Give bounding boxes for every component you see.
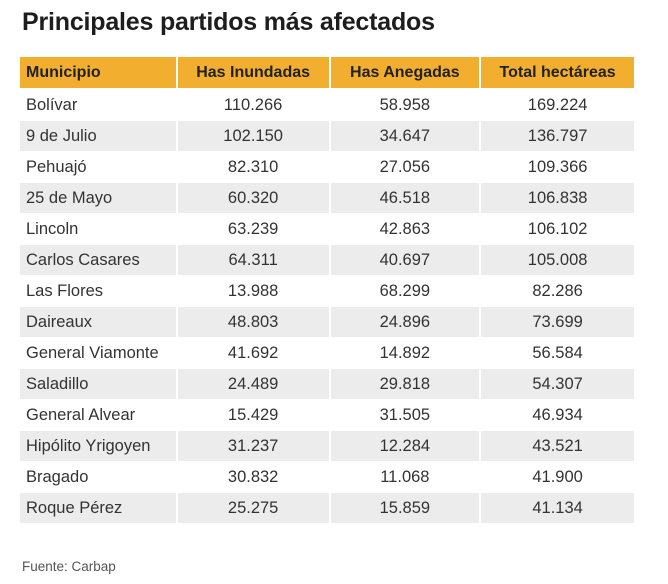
cell-total-hectareas: 106.102 xyxy=(481,214,634,245)
cell-has-anegadas: 46.518 xyxy=(330,183,480,214)
cell-has-inundadas: 15.429 xyxy=(177,400,329,431)
cell-has-inundadas: 60.320 xyxy=(177,183,329,214)
cell-municipio: Hipólito Yrigoyen xyxy=(20,431,176,462)
cell-has-inundadas: 13.988 xyxy=(177,276,329,307)
cell-has-inundadas: 41.692 xyxy=(177,338,329,369)
cell-municipio: Pehuajó xyxy=(20,152,176,183)
column-header-total-hectareas[interactable]: Total hectáreas xyxy=(481,57,634,90)
cell-has-anegadas: 31.505 xyxy=(330,400,480,431)
cell-total-hectareas: 105.008 xyxy=(481,245,634,276)
cell-municipio: 9 de Julio xyxy=(20,121,176,152)
header-row: Municipio Has Inundadas Has Anegadas Tot… xyxy=(20,57,634,90)
table-row: Carlos Casares 64.311 40.697 105.008 xyxy=(20,245,634,276)
cell-municipio: Roque Pérez xyxy=(20,493,176,524)
cell-has-anegadas: 40.697 xyxy=(330,245,480,276)
cell-has-anegadas: 11.068 xyxy=(330,462,480,493)
table-row: 25 de Mayo 60.320 46.518 106.838 xyxy=(20,183,634,214)
cell-municipio: Carlos Casares xyxy=(20,245,176,276)
cell-has-anegadas: 68.299 xyxy=(330,276,480,307)
cell-municipio: Bolívar xyxy=(20,90,176,121)
cell-has-anegadas: 15.859 xyxy=(330,493,480,524)
cell-total-hectareas: 41.134 xyxy=(481,493,634,524)
cell-total-hectareas: 46.934 xyxy=(481,400,634,431)
cell-has-inundadas: 30.832 xyxy=(177,462,329,493)
cell-total-hectareas: 73.699 xyxy=(481,307,634,338)
cell-has-inundadas: 82.310 xyxy=(177,152,329,183)
cell-total-hectareas: 82.286 xyxy=(481,276,634,307)
table-row: 9 de Julio 102.150 34.647 136.797 xyxy=(20,121,634,152)
column-header-has-inundadas[interactable]: Has Inundadas xyxy=(177,57,329,90)
source-note: Fuente: Carbap xyxy=(22,559,116,574)
cell-total-hectareas: 106.838 xyxy=(481,183,634,214)
table-row: Roque Pérez 25.275 15.859 41.134 xyxy=(20,493,634,524)
cell-has-inundadas: 48.803 xyxy=(177,307,329,338)
cell-has-anegadas: 12.284 xyxy=(330,431,480,462)
table-row: Lincoln 63.239 42.863 106.102 xyxy=(20,214,634,245)
cell-municipio: Las Flores xyxy=(20,276,176,307)
cell-has-anegadas: 24.896 xyxy=(330,307,480,338)
table-row: Las Flores 13.988 68.299 82.286 xyxy=(20,276,634,307)
table-row: General Alvear 15.429 31.505 46.934 xyxy=(20,400,634,431)
cell-total-hectareas: 56.584 xyxy=(481,338,634,369)
cell-has-anegadas: 58.958 xyxy=(330,90,480,121)
cell-has-anegadas: 14.892 xyxy=(330,338,480,369)
cell-municipio: Bragado xyxy=(20,462,176,493)
cell-has-anegadas: 27.056 xyxy=(330,152,480,183)
column-header-municipio[interactable]: Municipio xyxy=(20,57,176,90)
cell-total-hectareas: 109.366 xyxy=(481,152,634,183)
cell-has-anegadas: 29.818 xyxy=(330,369,480,400)
chart-title: Principales partidos más afectados xyxy=(22,8,435,36)
cell-has-anegadas: 42.863 xyxy=(330,214,480,245)
cell-total-hectareas: 136.797 xyxy=(481,121,634,152)
cell-has-inundadas: 102.150 xyxy=(177,121,329,152)
table-row: Saladillo 24.489 29.818 54.307 xyxy=(20,369,634,400)
cell-has-inundadas: 31.237 xyxy=(177,431,329,462)
table-row: Pehuajó 82.310 27.056 109.366 xyxy=(20,152,634,183)
cell-total-hectareas: 43.521 xyxy=(481,431,634,462)
cell-has-inundadas: 25.275 xyxy=(177,493,329,524)
cell-municipio: General Alvear xyxy=(20,400,176,431)
table-row: Bolívar 110.266 58.958 169.224 xyxy=(20,90,634,121)
cell-municipio: 25 de Mayo xyxy=(20,183,176,214)
table-row: Daireaux 48.803 24.896 73.699 xyxy=(20,307,634,338)
table-body: Bolívar 110.266 58.958 169.224 9 de Julio 102… xyxy=(20,90,634,524)
cell-has-inundadas: 110.266 xyxy=(177,90,329,121)
cell-total-hectareas: 41.900 xyxy=(481,462,634,493)
column-header-has-anegadas[interactable]: Has Anegadas xyxy=(330,57,480,90)
table-row: Hipólito Yrigoyen 31.237 12.284 43.521 xyxy=(20,431,634,462)
cell-has-inundadas: 24.489 xyxy=(177,369,329,400)
table-row: General Viamonte 41.692 14.892 56.584 xyxy=(20,338,634,369)
cell-has-anegadas: 34.647 xyxy=(330,121,480,152)
cell-municipio: Saladillo xyxy=(20,369,176,400)
data-table: Municipio Has Inundadas Has Anegadas Tot… xyxy=(18,57,636,524)
cell-municipio: Lincoln xyxy=(20,214,176,245)
cell-has-inundadas: 63.239 xyxy=(177,214,329,245)
cell-total-hectareas: 54.307 xyxy=(481,369,634,400)
cell-total-hectareas: 169.224 xyxy=(481,90,634,121)
cell-municipio: General Viamonte xyxy=(20,338,176,369)
table-row: Bragado 30.832 11.068 41.900 xyxy=(20,462,634,493)
cell-municipio: Daireaux xyxy=(20,307,176,338)
cell-has-inundadas: 64.311 xyxy=(177,245,329,276)
